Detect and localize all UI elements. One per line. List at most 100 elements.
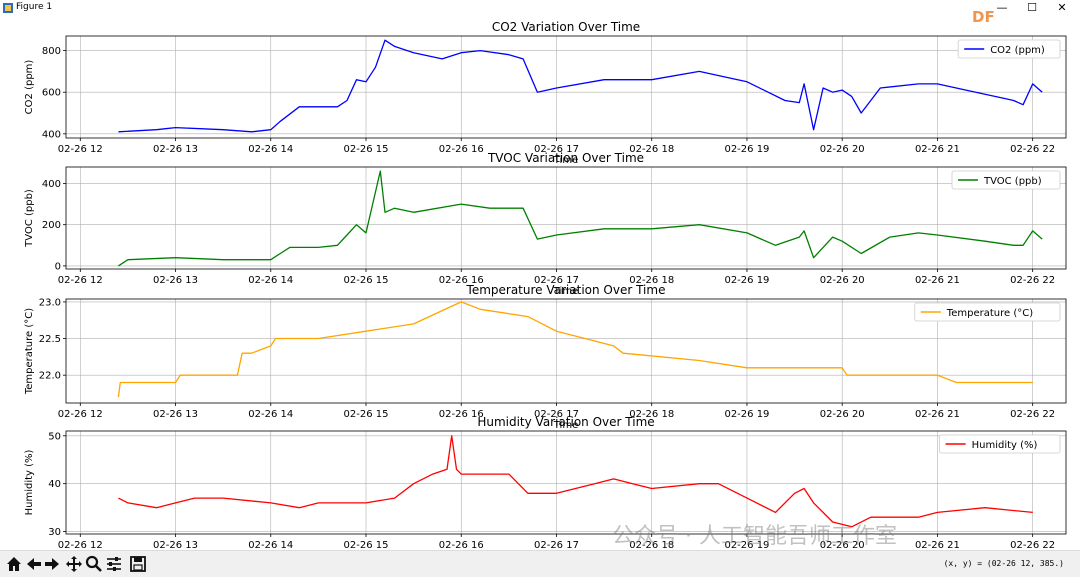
x-tick-label: 02-26 16: [439, 540, 484, 550]
x-tick-label: 02-26 13: [153, 409, 198, 420]
legend-box: [957, 39, 1061, 59]
legend-label: Humidity (%): [972, 440, 1038, 451]
x-tick-label: 02-26 15: [344, 144, 389, 155]
series-line: [118, 39, 1043, 133]
x-tick-label: 02-26 21: [915, 275, 960, 286]
x-tick-label: 02-26 12: [58, 275, 103, 286]
x-tick-label: 02-26 13: [153, 144, 198, 155]
x-tick-label: 02-26 12: [58, 144, 103, 155]
x-tick-label: 02-26 14: [248, 144, 293, 155]
x-tick-label: 02-26 21: [915, 540, 960, 550]
title-bar: Figure 1 DF — ☐ ✕: [0, 0, 1080, 26]
y-tick-label: 0: [55, 261, 61, 272]
axes-frame: [65, 35, 1067, 139]
minimize-button[interactable]: —: [996, 1, 1008, 14]
x-tick-label: 02-26 16: [439, 409, 484, 420]
brand-watermark: DF: [972, 8, 995, 26]
chart-title: Humidity Variation Over Time: [477, 415, 654, 429]
x-tick-label: 02-26 22: [1010, 409, 1055, 420]
x-tick-label: 02-26 19: [724, 144, 769, 155]
chart-title: Temperature Variation Over Time: [466, 283, 666, 297]
x-tick-label: 02-26 20: [820, 409, 865, 420]
x-tick-label: 02-26 20: [820, 540, 865, 550]
y-tick-label: 40: [48, 479, 61, 490]
x-tick-label: 02-26 22: [1010, 275, 1055, 286]
x-axis-label: Time: [553, 155, 578, 166]
y-tick-label: 23.0: [39, 297, 61, 308]
pan-icon[interactable]: [64, 554, 84, 574]
x-tick-label: 02-26 19: [724, 409, 769, 420]
chart-title: TVOC Variation Over Time: [487, 151, 644, 165]
x-tick-label: 02-26 17: [534, 409, 579, 420]
x-tick-label: 02-26 15: [344, 409, 389, 420]
close-button[interactable]: ✕: [1057, 1, 1067, 14]
axes-frame: [65, 298, 1067, 404]
figure-canvas[interactable]: CO2 Variation Over Time 02-26 12 02-26 13 0…: [0, 16, 1080, 550]
legend-box: [951, 170, 1061, 190]
y-tick-label: 30: [48, 527, 61, 538]
axes-frame: [65, 430, 1067, 535]
x-tick-label: 02-26 18: [629, 275, 674, 286]
x-tick-label: 02-26 13: [153, 540, 198, 550]
maximize-button[interactable]: ☐: [1027, 1, 1037, 14]
legend-box: [914, 302, 1061, 322]
chart-title: CO2 Variation Over Time: [492, 20, 640, 34]
forward-icon[interactable]: [42, 554, 62, 574]
cursor-coordinates: (x, y) = (02-26 12, 385.): [943, 559, 1064, 568]
y-tick-label: 22.0: [39, 371, 61, 382]
chart-panel-4: Humidity Variation Over Time 02-26 12 02-2…: [24, 415, 1067, 550]
x-tick-label: 02-26 14: [248, 409, 293, 420]
chart-panel-1: CO2 Variation Over Time 02-26 12 02-26 13 0…: [24, 20, 1067, 166]
y-tick-label: 22.5: [39, 334, 61, 345]
y-axis-label: TVOC (ppb): [24, 189, 35, 248]
x-tick-label: 02-26 17: [534, 275, 579, 286]
x-tick-label: 02-26 22: [1010, 540, 1055, 550]
legend-label: Temperature (°C): [946, 308, 1033, 319]
legend-label: TVOC (ppb): [983, 176, 1042, 187]
x-tick-label: 02-26 12: [58, 540, 103, 550]
home-icon[interactable]: [4, 554, 24, 574]
x-axis-label: Time: [553, 286, 578, 297]
y-axis-label: CO2 (ppm): [24, 60, 35, 115]
x-tick-label: 02-26 15: [344, 540, 389, 550]
series-line: [117, 301, 1033, 398]
y-tick-label: 50: [48, 431, 61, 442]
legend-box: [939, 434, 1061, 454]
series-line: [118, 435, 1033, 528]
x-axis-label: Time: [553, 420, 578, 431]
x-tick-label: 02-26 15: [344, 275, 389, 286]
chart-panel-3: Temperature Variation Over Time 02-26 12 0…: [24, 283, 1067, 431]
configure-icon[interactable]: [104, 554, 124, 574]
y-tick-label: 400: [42, 179, 61, 190]
y-tick-label: 400: [42, 129, 61, 140]
x-tick-label: 02-26 12: [58, 409, 103, 420]
series-line: [118, 170, 1043, 267]
y-tick-label: 600: [42, 88, 61, 99]
x-tick-label: 02-26 18: [629, 540, 674, 550]
x-tick-label: 02-26 14: [248, 540, 293, 550]
x-tick-label: 02-26 20: [820, 144, 865, 155]
zoom-icon[interactable]: [84, 554, 104, 574]
chart-panel-2: TVOC Variation Over Time 02-26 12 02-26 13…: [24, 151, 1067, 297]
y-axis-label: Humidity (%): [24, 449, 35, 515]
axes-frame: [65, 166, 1067, 270]
x-tick-label: 02-26 21: [915, 409, 960, 420]
x-tick-label: 02-26 18: [629, 144, 674, 155]
save-icon[interactable]: [128, 554, 148, 574]
back-icon[interactable]: [24, 554, 44, 574]
x-tick-label: 02-26 19: [724, 540, 769, 550]
x-tick-label: 02-26 22: [1010, 144, 1055, 155]
x-tick-label: 02-26 17: [534, 540, 579, 550]
x-tick-label: 02-26 19: [724, 275, 769, 286]
y-axis-label: Temperature (°C): [24, 308, 35, 395]
x-tick-label: 02-26 14: [248, 275, 293, 286]
x-tick-label: 02-26 16: [439, 144, 484, 155]
x-tick-label: 02-26 16: [439, 275, 484, 286]
x-tick-label: 02-26 17: [534, 144, 579, 155]
window-title: Figure 1: [16, 2, 53, 12]
legend-label: CO2 (ppm): [990, 45, 1045, 56]
toolbar: (x, y) = (02-26 12, 385.): [0, 550, 1080, 577]
y-tick-label: 800: [42, 46, 61, 57]
x-tick-label: 02-26 21: [915, 144, 960, 155]
app-icon: [3, 3, 13, 13]
